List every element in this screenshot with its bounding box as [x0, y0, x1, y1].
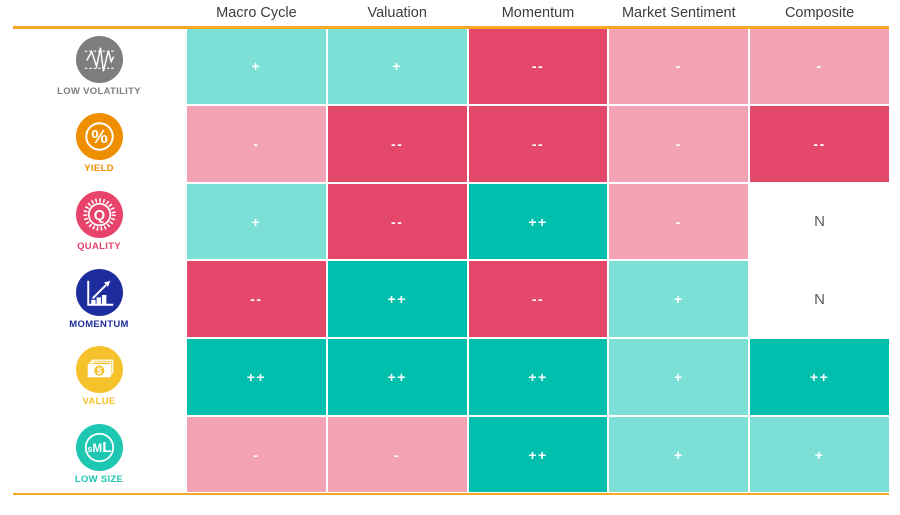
cell-momentum-composite: N — [750, 261, 889, 338]
cell-low-volatility-momentum: -- — [468, 28, 608, 105]
score-value: - — [253, 446, 260, 463]
score-value: - — [253, 135, 260, 152]
volatility-line-icon — [75, 35, 123, 83]
cell-quality-composite: N — [750, 183, 889, 260]
score-value: N — [814, 213, 826, 231]
cell-value-macro-cycle: ++ — [187, 339, 326, 415]
cell-value-composite: ++ — [750, 339, 889, 415]
factor-yield: % YIELD — [13, 106, 185, 182]
score-value: ++ — [528, 368, 548, 385]
factor-label-momentum: MOMENTUM — [69, 318, 129, 330]
factor-low-volatility: LOW VOLATILITY — [13, 28, 185, 105]
cell-low-size-market-sentiment: + — [609, 416, 749, 493]
factor-label-quality: QUALITY — [77, 241, 121, 253]
score-value: ++ — [528, 446, 548, 463]
cell-low-size-macro-cycle: - — [187, 416, 326, 493]
cell-yield-market-sentiment: - — [609, 106, 749, 182]
score-value: - — [394, 446, 401, 463]
score-value: -- — [250, 291, 263, 308]
score-value: - — [675, 213, 682, 230]
cell-yield-valuation: -- — [327, 106, 467, 182]
score-value: ++ — [387, 368, 407, 385]
quality-badge-icon: Q — [75, 191, 123, 239]
column-header-momentum: Momentum — [501, 5, 575, 21]
score-value: ++ — [246, 368, 267, 385]
column-header-market-sentiment: Market Sentiment — [621, 5, 736, 21]
score-value: -- — [391, 213, 404, 230]
header-spacer — [13, 21, 185, 26]
score-value: - — [675, 135, 682, 152]
score-value: + — [673, 446, 684, 463]
score-value: ++ — [387, 291, 407, 308]
cell-low-volatility-macro-cycle: + — [187, 28, 326, 105]
factor-value: $ VALUE — [13, 339, 185, 415]
score-value: -- — [531, 58, 545, 75]
score-value: + — [251, 58, 262, 75]
column-header-valuation: Valuation — [367, 5, 427, 21]
svg-text:%: % — [91, 126, 108, 147]
cell-quality-momentum: ++ — [468, 183, 608, 260]
cell-quality-macro-cycle: + — [187, 183, 326, 260]
column-header-composite: Composite — [784, 5, 855, 21]
banknote-value-icon: $ — [75, 346, 123, 394]
score-value: -- — [813, 135, 826, 152]
cell-momentum-macro-cycle: -- — [187, 261, 326, 338]
heatmap-grid: LOW VOLATILITY + + -- - -% YIELD - -- -- - -- Q QUALI… — [13, 28, 889, 493]
factor-low-size: sML LOW SIZE — [13, 416, 185, 493]
factor-label-value: VALUE — [82, 396, 116, 408]
svg-text:sML: sML — [87, 439, 111, 456]
cell-momentum-valuation: ++ — [327, 261, 467, 338]
score-value: - — [675, 58, 682, 75]
momentum-chart-icon — [75, 268, 123, 316]
score-value: N — [814, 290, 826, 308]
header-divider-line — [13, 26, 889, 29]
cell-low-volatility-valuation: + — [327, 28, 467, 105]
cell-low-size-momentum: ++ — [468, 416, 608, 493]
cell-momentum-market-sentiment: + — [609, 261, 749, 338]
score-value: -- — [391, 135, 404, 152]
score-value: ++ — [528, 213, 548, 230]
factor-quality: Q QUALITY — [13, 183, 185, 260]
factor-momentum: MOMENTUM — [13, 261, 185, 338]
cell-value-market-sentiment: + — [609, 339, 749, 415]
cell-momentum-momentum: -- — [468, 261, 608, 338]
column-header-macro-cycle: Macro Cycle — [216, 5, 297, 21]
factor-label-yield: YIELD — [84, 163, 114, 175]
cell-low-volatility-composite: - — [750, 28, 889, 105]
score-value: + — [392, 58, 403, 75]
cell-low-size-valuation: - — [327, 416, 467, 493]
cell-yield-composite: -- — [750, 106, 889, 182]
column-headers: Macro Cycle Valuation Momentum Market Se… — [13, 0, 889, 26]
score-value: ++ — [809, 368, 830, 385]
factor-label-low-size: LOW SIZE — [74, 474, 124, 486]
score-value: + — [673, 291, 684, 308]
cell-low-size-composite: + — [750, 416, 889, 493]
score-value: -- — [531, 291, 545, 308]
cell-quality-market-sentiment: - — [609, 183, 749, 260]
score-value: -- — [531, 135, 545, 152]
cell-value-valuation: ++ — [327, 339, 467, 415]
score-value: + — [814, 446, 825, 463]
svg-text:$: $ — [96, 366, 102, 376]
cell-yield-macro-cycle: - — [187, 106, 326, 182]
size-sml-icon: sML — [75, 424, 123, 472]
cell-quality-valuation: -- — [327, 183, 467, 260]
percent-yield-icon: % — [75, 113, 123, 161]
cell-yield-momentum: -- — [468, 106, 608, 182]
factor-label-low-volatility: LOW VOLATILITY — [57, 85, 141, 97]
cell-low-volatility-market-sentiment: - — [609, 28, 749, 105]
score-value: + — [673, 368, 684, 385]
footer-divider-line — [13, 492, 889, 495]
cell-value-momentum: ++ — [468, 339, 608, 415]
score-value: + — [251, 213, 262, 230]
score-value: - — [816, 58, 823, 75]
svg-text:Q: Q — [93, 208, 104, 224]
